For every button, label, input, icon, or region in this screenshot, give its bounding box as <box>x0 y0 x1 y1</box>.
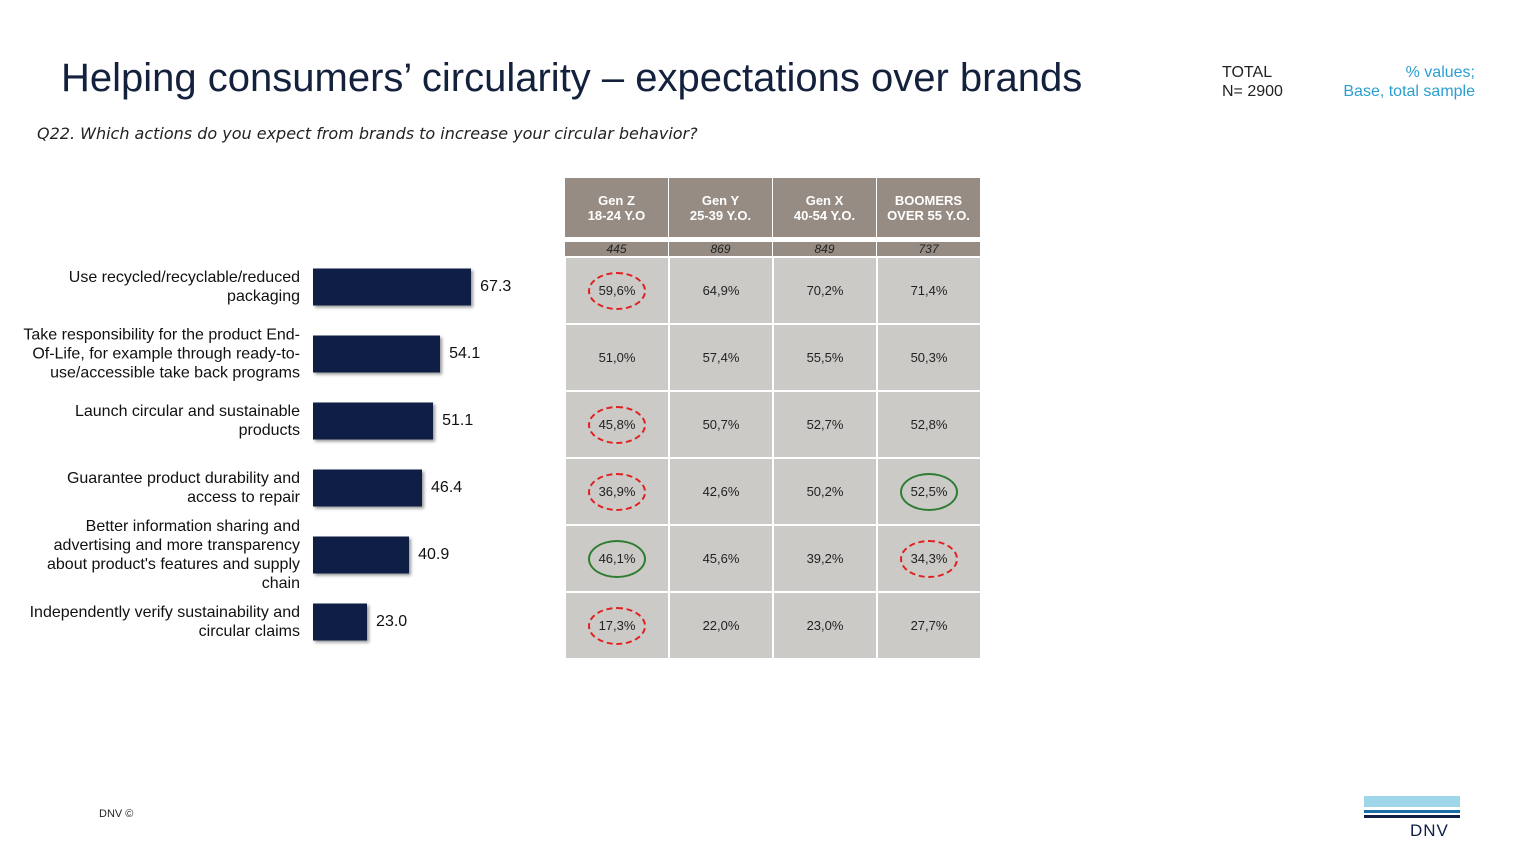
highlight-circle <box>588 606 646 645</box>
note-line: % values; <box>1405 64 1475 81</box>
cell: 59,6% <box>566 258 668 323</box>
question: Q22. Which actions do you expect from br… <box>37 124 698 143</box>
cell: 17,3% <box>566 593 668 658</box>
value-label: 51.1 <box>442 412 474 429</box>
cell-text: 45,6% <box>702 551 740 566</box>
cell: 55,5% <box>774 325 876 390</box>
cell: 71,4% <box>878 258 980 323</box>
value-label: 67.3 <box>480 278 512 295</box>
highlight-circle <box>588 271 646 310</box>
cell: 52,5% <box>878 459 980 524</box>
cell: 39,2% <box>774 526 876 591</box>
cell-text: 42,6% <box>702 484 740 499</box>
base-size: 445 <box>565 242 668 256</box>
header-line: Gen Y <box>701 192 740 208</box>
category-label: Take responsibility for the product End-… <box>23 326 300 382</box>
cell-text: 27,7% <box>910 618 948 633</box>
logo-line <box>1364 815 1460 818</box>
category-label: Better information sharing and advertisi… <box>47 518 300 592</box>
cell-text: 64,9% <box>702 283 740 298</box>
cell-text: 50,7% <box>702 417 740 432</box>
total: TOTAL N= 2900 <box>1222 63 1283 101</box>
category-label: Use recycled/recyclable/reduced packagin… <box>68 269 300 305</box>
cell-text: 23,0% <box>806 618 844 633</box>
value-label: 40.9 <box>418 546 450 563</box>
column-header: BOOMERS OVER 55 Y.O. <box>877 178 980 237</box>
total-label: TOTAL <box>1222 64 1273 81</box>
cell: 57,4% <box>670 325 772 390</box>
cell: 45,6% <box>670 526 772 591</box>
bar <box>313 469 423 507</box>
cell-text: 50,2% <box>806 484 844 499</box>
bar <box>313 536 410 574</box>
cell: 52,8% <box>878 392 980 457</box>
cell: 70,2% <box>774 258 876 323</box>
highlight-circle <box>588 472 646 511</box>
base-size: 849 <box>773 242 876 256</box>
bar <box>313 603 368 641</box>
cell: 50,2% <box>774 459 876 524</box>
note-line: Base, total sample <box>1343 83 1475 100</box>
logo-band <box>1364 796 1460 807</box>
note: % values; Base, total sample <box>1343 63 1475 101</box>
base-size: 869 <box>669 242 772 256</box>
value-label: 46.4 <box>431 479 463 496</box>
logo-line <box>1364 810 1460 813</box>
cell: 22,0% <box>670 593 772 658</box>
cell: 27,7% <box>878 593 980 658</box>
category-label: Guarantee product durability and access … <box>66 470 300 506</box>
cell: 23,0% <box>774 593 876 658</box>
header-line: Gen Z <box>598 192 635 208</box>
header-line: OVER 55 Y.O. <box>887 207 970 223</box>
cell: 64,9% <box>670 258 772 323</box>
header-line: Gen X <box>805 192 844 208</box>
cell: 42,6% <box>670 459 772 524</box>
cell-text: 52,7% <box>806 417 844 432</box>
header-line: 40-54 Y.O. <box>793 207 856 223</box>
highlight-circle <box>588 405 646 444</box>
copyright: DNV © <box>99 808 134 820</box>
cell: 45,8% <box>566 392 668 457</box>
highlight-circle <box>900 472 958 511</box>
category-label: Independently verify sustainability and … <box>29 604 300 640</box>
bar <box>313 268 472 306</box>
header-line: 25-39 Y.O. <box>689 207 752 223</box>
cell-text: 55,5% <box>806 350 844 365</box>
cell-text: 71,4% <box>910 283 948 298</box>
cell-text: 22,0% <box>702 618 740 633</box>
cell-text: 52,8% <box>910 417 948 432</box>
highlight-circle <box>900 539 958 578</box>
cell-text: 57,4% <box>702 350 740 365</box>
bar <box>313 402 434 440</box>
title: Helping consumers’ circularity – expecta… <box>61 56 1083 100</box>
column-header: Gen Z 18-24 Y.O <box>565 178 668 237</box>
cell: 36,9% <box>566 459 668 524</box>
logo-text: DNV <box>1410 821 1449 840</box>
header-line: 18-24 Y.O <box>587 207 646 223</box>
header-line: BOOMERS <box>894 192 963 208</box>
column-header: Gen Y 25-39 Y.O. <box>669 178 772 237</box>
category-label: Launch circular and sustainable products <box>74 403 300 439</box>
cell: 46,1% <box>566 526 668 591</box>
bar <box>313 335 441 373</box>
cell: 52,7% <box>774 392 876 457</box>
cell: 51,0% <box>566 325 668 390</box>
highlight-circle <box>588 539 646 578</box>
cell-text: 70,2% <box>806 283 844 298</box>
cell-text: 51,0% <box>598 350 636 365</box>
base-size: 737 <box>877 242 980 256</box>
cell-text: 39,2% <box>806 551 844 566</box>
column-header: Gen X 40-54 Y.O. <box>773 178 876 237</box>
cell-text: 50,3% <box>910 350 948 365</box>
cell: 34,3% <box>878 526 980 591</box>
value-label: 54.1 <box>449 345 481 362</box>
sample-size: N= 2900 <box>1222 83 1283 100</box>
value-label: 23.0 <box>376 613 408 630</box>
cell: 50,3% <box>878 325 980 390</box>
cell: 50,7% <box>670 392 772 457</box>
